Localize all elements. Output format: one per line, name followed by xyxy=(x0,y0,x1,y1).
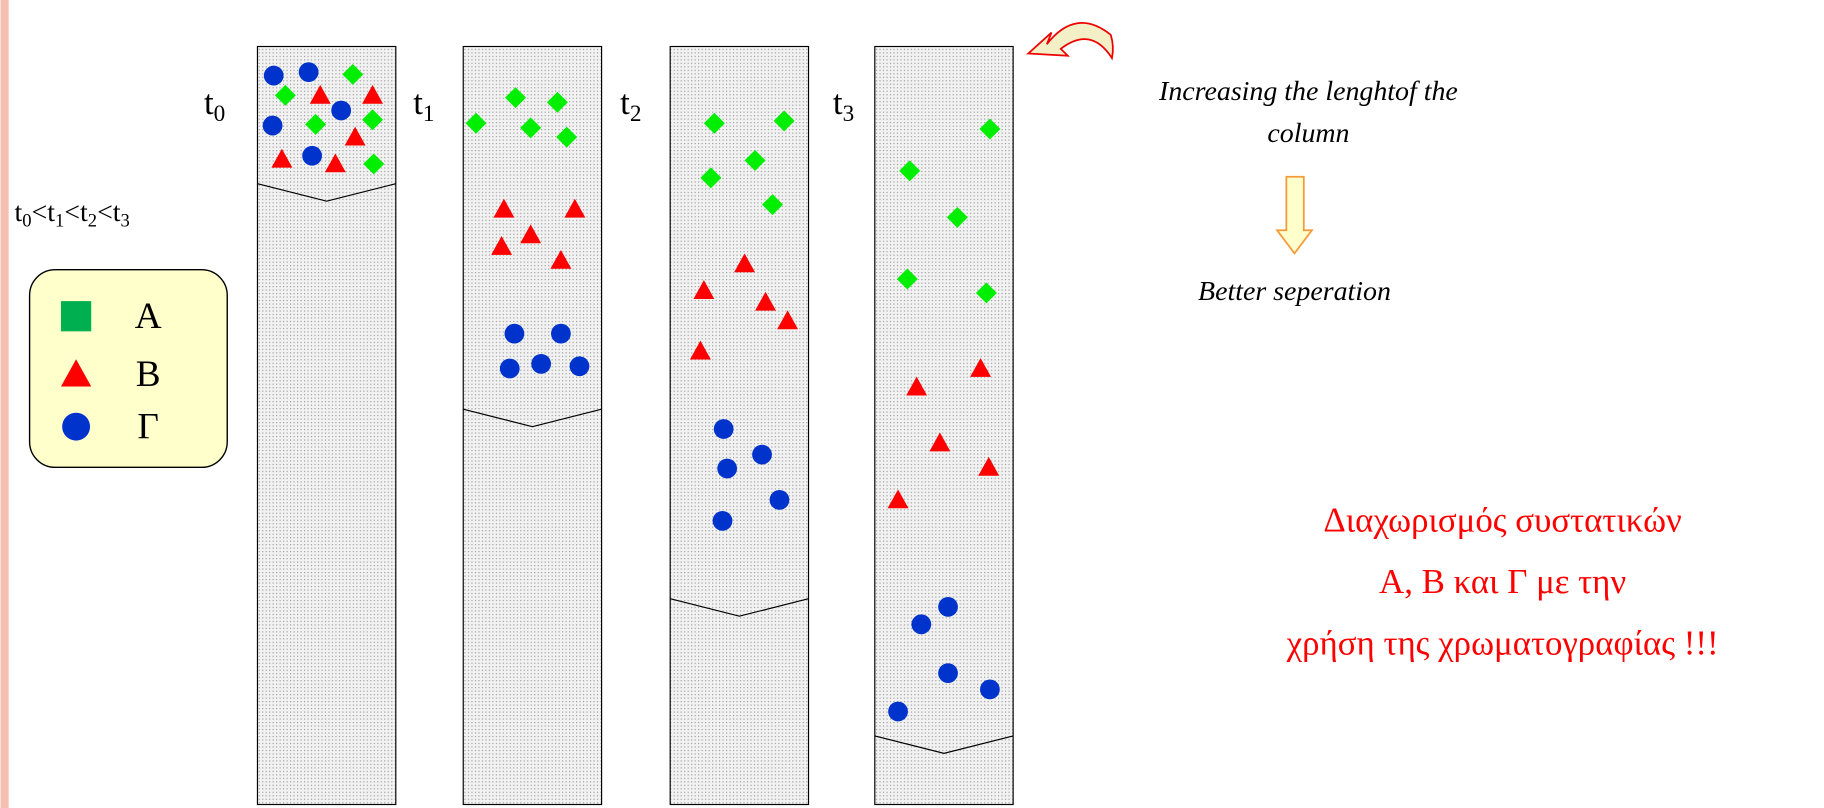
marker-gamma xyxy=(331,101,351,121)
marker-gamma xyxy=(570,356,590,376)
marker-gamma xyxy=(713,511,733,531)
marker-gamma xyxy=(551,324,571,344)
label-sub: 3 xyxy=(843,101,855,127)
legend-label: Γ xyxy=(137,406,159,447)
label-sub: 0 xyxy=(214,101,226,127)
marker-gamma xyxy=(505,324,525,344)
label-t: t xyxy=(413,83,423,122)
order-sub: 1 xyxy=(55,211,64,232)
label-sub: 1 xyxy=(423,101,435,127)
column-label: t3 xyxy=(833,83,854,127)
marker-gamma xyxy=(500,359,520,379)
marker-gamma xyxy=(888,702,908,722)
conclusion-line: Διαχωρισμός συστατικών xyxy=(1323,500,1681,539)
marker-gamma xyxy=(531,354,551,374)
marker-gamma xyxy=(264,66,284,86)
conclusion-line: A, B και Γ με την xyxy=(1379,562,1626,601)
marker-gamma xyxy=(717,459,737,479)
label-sub: 2 xyxy=(630,101,642,127)
marker-gamma xyxy=(938,597,958,617)
note-line: Increasing the lenghtof the xyxy=(1158,76,1458,107)
marker-gamma xyxy=(263,116,283,136)
marker-gamma xyxy=(911,614,931,634)
marker-gamma xyxy=(980,680,1000,700)
curved-arrow xyxy=(1028,23,1113,58)
separator: < xyxy=(32,197,48,228)
order-sub: 2 xyxy=(88,211,97,232)
marker-gamma xyxy=(752,445,772,465)
legend-label: B xyxy=(136,354,161,395)
marker-gamma xyxy=(62,413,90,441)
label-t: t xyxy=(204,83,214,122)
column-label: t1 xyxy=(413,83,434,127)
time-order: t0<t1<t2<t3 xyxy=(14,197,129,232)
marker-gamma xyxy=(938,663,958,683)
column xyxy=(670,47,808,805)
column-label: t0 xyxy=(204,83,225,127)
marker-gamma xyxy=(299,62,319,82)
marker-gamma xyxy=(770,490,790,510)
label-t: t xyxy=(620,83,630,122)
legend-label: A xyxy=(135,296,162,337)
separator: < xyxy=(64,197,80,228)
note-line: column xyxy=(1267,118,1349,149)
down-arrow xyxy=(1277,177,1312,254)
slide: t0t1t2t3t0<t1<t2<t3ABΓIncreasing the len… xyxy=(0,0,1824,808)
legend-a-swatch xyxy=(61,301,91,331)
note-result: Better seperation xyxy=(1198,276,1391,307)
legend-box xyxy=(30,270,228,468)
order-sub: 3 xyxy=(121,211,130,232)
column-label: t2 xyxy=(620,83,641,127)
order-sub: 0 xyxy=(22,211,31,232)
left-border xyxy=(1,0,9,808)
separator: < xyxy=(97,197,113,228)
conclusion-line: χρήση της χρωματογραφίας !!! xyxy=(1286,624,1719,663)
marker-gamma xyxy=(302,146,322,166)
column xyxy=(463,47,601,805)
marker-gamma xyxy=(714,419,734,439)
label-t: t xyxy=(833,83,843,122)
